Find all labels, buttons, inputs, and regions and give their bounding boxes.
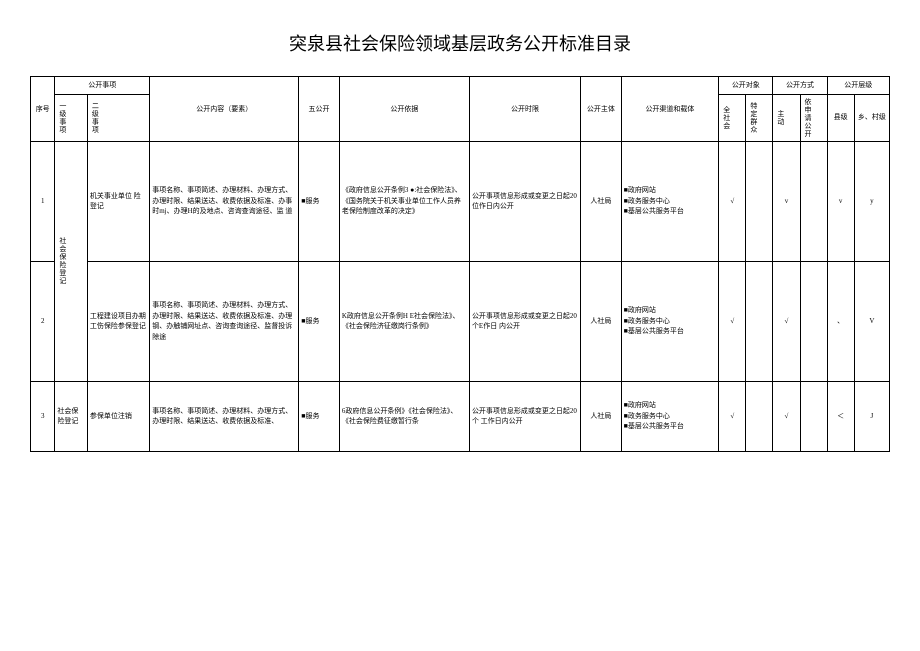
th-seq: 序号 (31, 77, 55, 142)
th-format: 五公开 (299, 77, 340, 142)
cell-basis: 6政府信息公开条例》《社会保险法》、《社会保险费征缴暂行条 (339, 381, 469, 451)
table-row: 1 社会保险登记 机关事业单位 险 登记 事项名称、事项简述、办理材料、办理方式… (31, 141, 890, 261)
cell-content: 事项名称、事项简述、办理材料、办理方式、办理时限、结果送达、收费依据及标准、 (150, 381, 299, 451)
cell-time: 公开事项信息形成或变更之日起20个E作日 内公开 (469, 261, 580, 381)
th-matter: 公开事项 (55, 77, 150, 95)
cell-obj-spec (746, 381, 773, 451)
th-subject: 公开主体 (581, 77, 622, 142)
th-lvl-county: 县级 (827, 94, 854, 141)
cell-obj-all: √ (719, 141, 746, 261)
cell-content: 事项名称、事项简述、办理材料、办理方式、办理时限、结果送达、收费依据及标准、办事… (150, 141, 299, 261)
th-m-active: 主动 (773, 94, 800, 141)
th-m-apply: 依申请公开 (800, 94, 827, 141)
cell-format: ■服务 (299, 141, 340, 261)
th-basis: 公开依据 (339, 77, 469, 142)
th-obj-spec: 特定群众 (746, 94, 773, 141)
page-title: 突泉县社会保险领域基层政务公开标准目录 (30, 30, 890, 56)
th-channel: 公开渠道和载体 (621, 77, 719, 142)
th-lvl-village: 乡、村级 (854, 94, 889, 141)
cell-time: 公开事项信息形成或变更之日起20个 工作日内公开 (469, 381, 580, 451)
cell-l2: 参保单位注销 (87, 381, 149, 451)
cell-l1: 社会保险登记 (55, 141, 88, 381)
directory-table: 序号 公开事项 公开内容（要素） 五公开 公开依据 公开时限 公开主体 公开渠道… (30, 76, 890, 452)
cell-m-active: √ (773, 261, 800, 381)
cell-obj-all: √ (719, 381, 746, 451)
cell-lvl-county: v (827, 141, 854, 261)
th-method: 公开方式 (773, 77, 827, 95)
cell-obj-all: √ (719, 261, 746, 381)
cell-channel: ■政府网站 ■政务服务中心 ■基层公共服务平台 (621, 381, 719, 451)
cell-l2: 机关事业单位 险 登记 (87, 141, 149, 261)
cell-subject: 人社局 (581, 141, 622, 261)
cell-lvl-county: ＜ (827, 381, 854, 451)
table-row: 3 社会保险登记 参保单位注销 事项名称、事项简述、办理材料、办理方式、办理时限… (31, 381, 890, 451)
cell-time: 公开事项信息形成或变更之日起20位作日内公开 (469, 141, 580, 261)
cell-basis: 《政府信息公开条例3 ●:社会保险法》、《国务院关于机关事业单位工作人员养老保险… (339, 141, 469, 261)
cell-m-active: √ (773, 381, 800, 451)
cell-m-active: v (773, 141, 800, 261)
cell-format: ■服务 (299, 381, 340, 451)
cell-basis: K政府信息公开条例H E社会保险法》、《社会保险济征缴岗行条例》 (339, 261, 469, 381)
th-level1: 一级事项 (55, 94, 88, 141)
cell-lvl-village: J (854, 381, 889, 451)
th-level: 公开层级 (827, 77, 889, 95)
cell-m-apply (800, 381, 827, 451)
cell-lvl-village: y (854, 141, 889, 261)
cell-channel: ■政府网站 ■政务服务中心 ■基层公共服务平台 (621, 141, 719, 261)
cell-content: 事项名称、事项简述、办理材料、办理方式、办理时限、结果送达、收费依据及标准、办理… (150, 261, 299, 381)
cell-seq: 3 (31, 381, 55, 451)
cell-format: ■服务 (299, 261, 340, 381)
th-time: 公开时限 (469, 77, 580, 142)
table-row: 2 工程建设项目办期工伤保险参保登记 事项名称、事项简述、办理材料、办理方式、办… (31, 261, 890, 381)
th-obj-all: 全社会 (719, 94, 746, 141)
cell-obj-spec (746, 141, 773, 261)
cell-m-apply (800, 141, 827, 261)
cell-l1: 社会保险登记 (55, 381, 88, 451)
cell-lvl-village: V (854, 261, 889, 381)
th-content: 公开内容（要素） (150, 77, 299, 142)
cell-subject: 人社局 (581, 261, 622, 381)
cell-lvl-county: 、 (827, 261, 854, 381)
cell-l2: 工程建设项目办期工伤保险参保登记 (87, 261, 149, 381)
cell-channel: ■政府网站 ■政务服务中心 ■基层公共服务平台 (621, 261, 719, 381)
cell-seq: 2 (31, 261, 55, 381)
cell-seq: 1 (31, 141, 55, 261)
cell-m-apply (800, 261, 827, 381)
th-level2: 二级事项 (87, 94, 149, 141)
th-object: 公开对象 (719, 77, 773, 95)
cell-subject: 人社局 (581, 381, 622, 451)
cell-obj-spec (746, 261, 773, 381)
